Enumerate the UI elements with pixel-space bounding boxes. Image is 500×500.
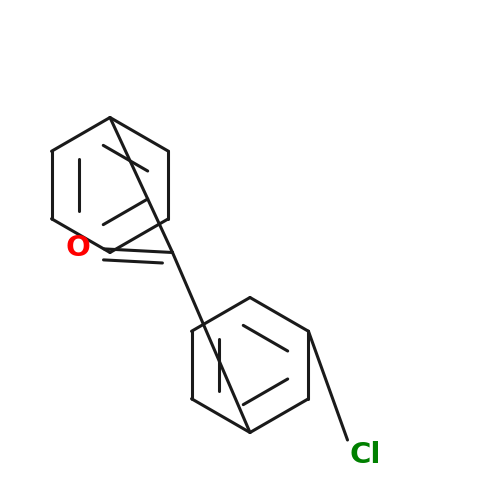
Text: O: O (65, 234, 90, 262)
Text: Cl: Cl (349, 441, 381, 469)
